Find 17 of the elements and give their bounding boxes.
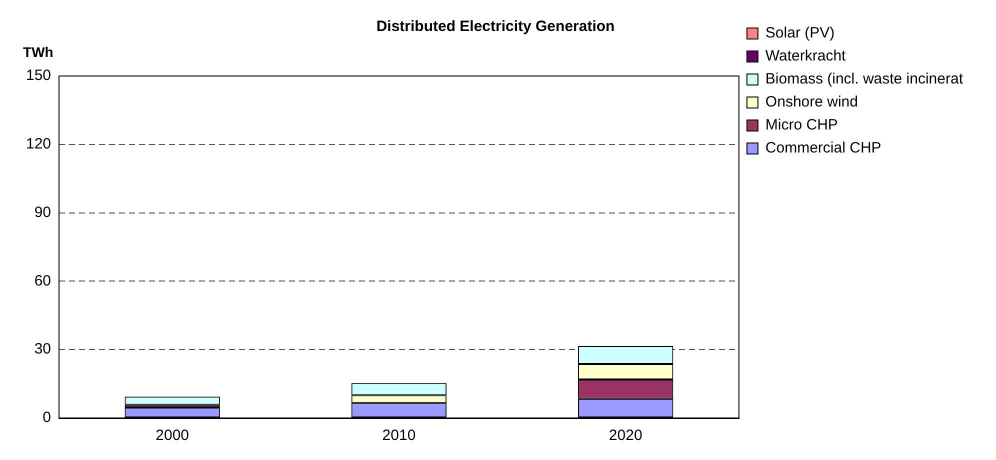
y-axis-title: TWh	[23, 44, 54, 60]
y-tick-label: 30	[34, 340, 52, 358]
x-tick-label: 2010	[382, 427, 416, 444]
x-tick-label: 2000	[156, 427, 190, 444]
chart-title: Distributed Electricity Generation	[376, 18, 615, 36]
y-tick-label: 150	[26, 67, 52, 84]
legend-label: Biomass (incl. waste incinerat	[765, 70, 964, 88]
legend-label: Onshore wind	[765, 94, 858, 111]
legend-label: Micro CHP	[765, 116, 838, 134]
y-tick-label: 60	[34, 272, 52, 290]
y-tick-label: 90	[34, 204, 52, 221]
x-tick-label: 2020	[608, 427, 642, 444]
legend-label: Waterkracht	[765, 48, 847, 65]
legend-label: Solar (PV)	[765, 24, 835, 42]
y-tick-label: 0	[42, 409, 52, 426]
y-tick-label: 120	[26, 136, 52, 153]
legend-label: Commercial CHP	[765, 140, 882, 157]
